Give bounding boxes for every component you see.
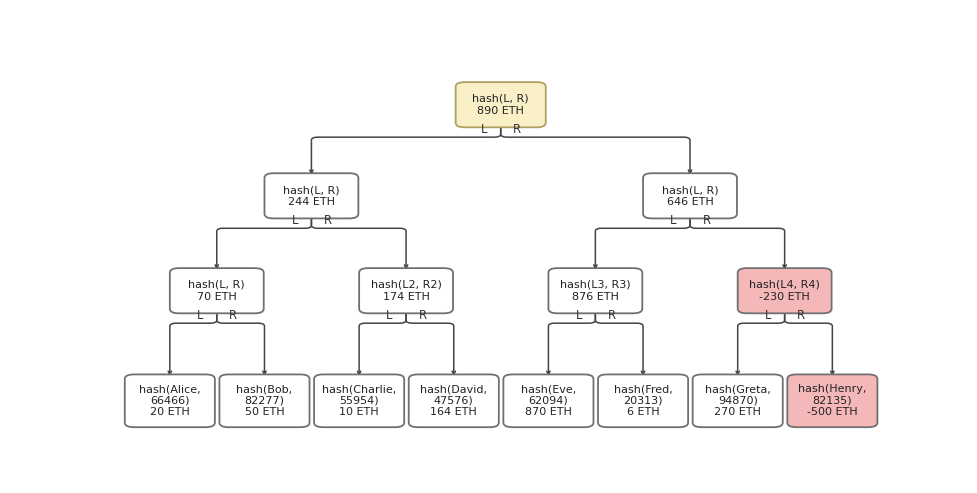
FancyBboxPatch shape	[125, 374, 215, 427]
FancyBboxPatch shape	[408, 374, 499, 427]
FancyBboxPatch shape	[360, 268, 453, 314]
Text: hash(Henry,
82135)
-500 ETH: hash(Henry, 82135) -500 ETH	[798, 384, 867, 418]
FancyBboxPatch shape	[738, 268, 831, 314]
Text: hash(Greta,
94870)
270 ETH: hash(Greta, 94870) 270 ETH	[704, 384, 771, 418]
Text: hash(L, R)
244 ETH: hash(L, R) 244 ETH	[283, 185, 340, 207]
Text: hash(L2, R2)
174 ETH: hash(L2, R2) 174 ETH	[370, 280, 442, 302]
FancyBboxPatch shape	[787, 374, 877, 427]
Text: L: L	[291, 214, 298, 227]
Text: hash(L, R)
646 ETH: hash(L, R) 646 ETH	[661, 185, 718, 207]
Text: L: L	[575, 309, 582, 322]
Text: hash(L4, R4)
-230 ETH: hash(L4, R4) -230 ETH	[749, 280, 820, 302]
Text: hash(Bob,
82277)
50 ETH: hash(Bob, 82277) 50 ETH	[236, 384, 292, 418]
FancyBboxPatch shape	[503, 374, 593, 427]
FancyBboxPatch shape	[314, 374, 404, 427]
Text: L: L	[481, 123, 488, 136]
FancyBboxPatch shape	[455, 82, 546, 127]
FancyBboxPatch shape	[265, 173, 359, 218]
Text: R: R	[230, 309, 237, 322]
FancyBboxPatch shape	[693, 374, 783, 427]
Text: L: L	[196, 309, 203, 322]
Text: hash(L3, R3)
876 ETH: hash(L3, R3) 876 ETH	[560, 280, 631, 302]
FancyBboxPatch shape	[170, 268, 264, 314]
Text: R: R	[702, 214, 710, 227]
Text: R: R	[419, 309, 427, 322]
FancyBboxPatch shape	[643, 173, 737, 218]
Text: L: L	[670, 214, 677, 227]
Text: R: R	[608, 309, 616, 322]
Text: L: L	[386, 309, 393, 322]
FancyBboxPatch shape	[220, 374, 310, 427]
Text: hash(David,
47576)
164 ETH: hash(David, 47576) 164 ETH	[420, 384, 488, 418]
Text: hash(Charlie,
55954)
10 ETH: hash(Charlie, 55954) 10 ETH	[322, 384, 397, 418]
Text: R: R	[513, 123, 522, 136]
Text: hash(L, R)
70 ETH: hash(L, R) 70 ETH	[189, 280, 245, 302]
FancyBboxPatch shape	[548, 268, 642, 314]
Text: L: L	[765, 309, 771, 322]
Text: R: R	[797, 309, 805, 322]
FancyBboxPatch shape	[598, 374, 688, 427]
Text: hash(Eve,
62094)
870 ETH: hash(Eve, 62094) 870 ETH	[521, 384, 576, 418]
Text: hash(Alice,
66466)
20 ETH: hash(Alice, 66466) 20 ETH	[139, 384, 200, 418]
Text: hash(Fred,
20313)
6 ETH: hash(Fred, 20313) 6 ETH	[614, 384, 672, 418]
Text: R: R	[324, 214, 332, 227]
Text: hash(L, R)
890 ETH: hash(L, R) 890 ETH	[473, 94, 529, 115]
